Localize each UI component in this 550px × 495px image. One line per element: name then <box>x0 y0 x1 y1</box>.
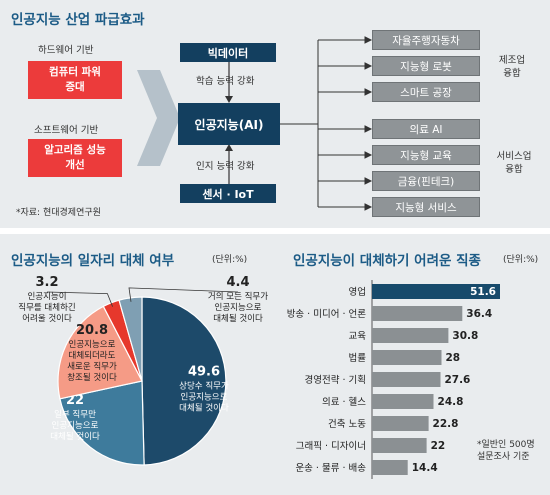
service-label-line2: 융합 <box>505 164 523 175</box>
bar-value-label: 28 <box>445 352 460 364</box>
pie-slice-label: 창조될 것이다 <box>67 372 117 383</box>
pie-slice-label: 대체되더라도 <box>69 350 116 361</box>
service-item: 지능형 서비스 <box>372 197 480 217</box>
arrow-down-icon <box>225 96 233 103</box>
pie-slice <box>57 305 143 400</box>
algorithm-line1: 알고리즘 성능 <box>44 144 106 156</box>
bar-value-label: 30.8 <box>452 330 478 342</box>
survey-note-line2: 설문조사 기준 <box>477 452 530 462</box>
survey-note: *일반인 500명 설문조사 기준 <box>477 439 535 463</box>
bar-chart-title: 인공지능이 대체하기 어려운 직종 <box>293 253 481 269</box>
big-arrow-icon <box>137 70 180 166</box>
pie-slice-label: 대체될 것이다 <box>179 402 229 413</box>
bar-category-label: 그래픽 · 디자이너 <box>296 441 366 452</box>
bar-value-label: 36.4 <box>466 308 492 320</box>
pie-slice <box>141 296 227 466</box>
pie-slice-label: 인공지능이 <box>27 291 66 302</box>
sensor-iot-box: 센서 · IoT <box>180 184 276 203</box>
bar-value-label: 24.8 <box>438 396 464 408</box>
pie-slice-label: 직무를 대체하긴 <box>18 302 75 313</box>
service-label-line1: 서비스업 <box>496 151 532 162</box>
bar-category-label: 방송 · 미디어 · 언론 <box>287 308 367 320</box>
bar <box>372 460 408 475</box>
algorithm-line2: 개선 <box>65 159 85 171</box>
manufacturing-label-line1: 제조업 <box>498 55 526 66</box>
pie-leader-line <box>128 287 239 302</box>
bar-value-label: 51.6 <box>470 286 496 298</box>
manufacturing-label: 제조업 융합 <box>492 54 532 80</box>
industry-effects-title: 인공지능 산업 파급효과 <box>11 12 145 28</box>
bar <box>372 328 449 343</box>
learning-label: 학습 능력 강화 <box>196 76 255 87</box>
pie-slice-label: 거의 모든 직무가 <box>208 291 268 302</box>
bar-category-label: 경영전략 · 기획 <box>305 374 367 386</box>
industry-effects-panel: 인공지능 산업 파급효과 하드웨어 기반 컴퓨터 파워 증대 소프트웨어 기반 … <box>0 0 550 228</box>
pie-slice-label: 인공지능으로 <box>181 391 228 402</box>
computer-power-box: 컴퓨터 파워 증대 <box>28 61 122 99</box>
bar-unit: (단위:%) <box>503 255 539 265</box>
bar-category-label: 법률 <box>349 353 367 364</box>
pie-value-label: 20.8 <box>76 323 108 338</box>
bar <box>372 416 429 431</box>
ai-box: 인공지능(AI) <box>178 103 280 145</box>
bar-value-label: 27.6 <box>444 374 470 386</box>
pie-chart-title: 인공지능의 일자리 대체 여부 <box>11 253 175 269</box>
pie-slice <box>59 380 145 466</box>
manufacturing-item: 지능형 로봇 <box>372 56 480 76</box>
pie-slice-label: 대체될 것이다 <box>213 313 263 324</box>
bar <box>372 350 442 365</box>
computer-power-line2: 증대 <box>65 81 85 93</box>
pie-slice-label: 일부 직무만 <box>54 409 96 420</box>
computer-power-line1: 컴퓨터 파워 <box>49 66 101 78</box>
pie-value-label: 49.6 <box>188 364 220 379</box>
software-label: 소프트웨어 기반 <box>34 125 99 136</box>
pie-slice-label: 새로운 직무가 <box>67 361 117 372</box>
pie-slice-label: 어려울 것이다 <box>22 313 72 324</box>
hardware-label: 하드웨어 기반 <box>38 45 94 56</box>
pie-leader-line <box>46 291 113 307</box>
source-note: *자료: 현대경제연구원 <box>16 208 101 218</box>
bar-category-label: 영업 <box>349 286 366 298</box>
cognition-label: 인지 능력 강화 <box>196 161 255 172</box>
bigdata-box: 빅데이터 <box>180 43 276 62</box>
pie-value-label: 3.2 <box>35 275 58 290</box>
pie-slice-label: 인공지능으로 <box>52 420 99 431</box>
service-item: 지능형 교육 <box>372 145 480 165</box>
charts-panel: 인공지능의 일자리 대체 여부 (단위:%) 인공지능이 대체하기 어려운 직종… <box>0 234 550 495</box>
bar <box>372 284 500 299</box>
pie-slice-label: 대체될 것이다 <box>50 431 100 442</box>
bar-category-label: 교육 <box>349 331 367 342</box>
service-item: 의료 AI <box>372 119 480 139</box>
manufacturing-item: 자율주행자동차 <box>372 30 480 50</box>
pie-slice-label: 인공지능으로 <box>215 302 262 313</box>
survey-note-line1: *일반인 500명 <box>477 440 535 450</box>
manufacturing-label-line2: 융합 <box>503 68 521 79</box>
service-item: 금융(핀테크) <box>372 171 480 191</box>
pie-value-label: 4.4 <box>226 275 249 290</box>
pie-slice-label: 상당수 직무가 <box>179 380 229 391</box>
bar-chart: 영업 51.6 방송 · 미디어 · 언론 36.4 교육 30.8 법률 28 경영전략 · … <box>287 280 500 479</box>
bar-category-label: 건축 노동 <box>328 419 366 430</box>
bar-value-label: 22.8 <box>433 418 459 430</box>
bar-category-label: 운송 · 물류 · 배송 <box>295 463 366 474</box>
algorithm-box: 알고리즘 성능 개선 <box>28 139 122 177</box>
bar-category-label: 의료 · 헬스 <box>322 397 366 408</box>
service-label: 서비스업 융합 <box>490 150 538 176</box>
arrow-up-icon <box>225 144 233 151</box>
pie-unit: (단위:%) <box>212 255 248 265</box>
pie-slice-label: 인공지능으로 <box>69 339 116 350</box>
bar <box>372 306 463 321</box>
bar <box>372 372 441 387</box>
bar <box>372 394 434 409</box>
bar <box>372 438 427 453</box>
bar-value-label: 22 <box>431 440 446 452</box>
manufacturing-item: 스마트 공장 <box>372 82 480 102</box>
flow-connectors <box>137 36 373 211</box>
bar-value-label: 14.4 <box>412 462 438 474</box>
